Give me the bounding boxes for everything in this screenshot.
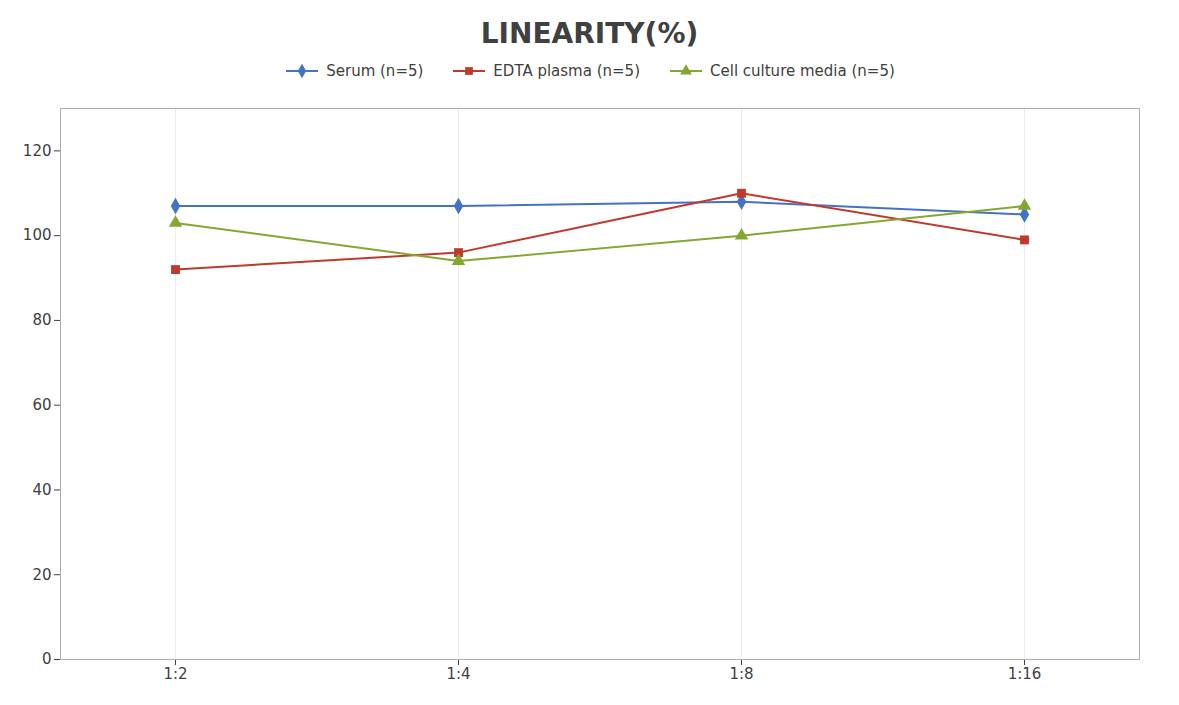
html-text:EDTA plasma (n=5): EDTA plasma (n=5) — [493, 62, 640, 80]
svg-text:20: 20 — [32, 566, 51, 584]
svg-text:1:4: 1:4 — [446, 665, 470, 683]
svg-text:1:16: 1:16 — [1008, 665, 1042, 683]
svg-text:80: 80 — [32, 311, 51, 329]
svg-text:60: 60 — [32, 396, 51, 414]
svg-text:0: 0 — [42, 650, 52, 668]
html-text:Cell culture media (n=5): Cell culture media (n=5) — [710, 62, 895, 80]
html-text:Serum (n=5): Serum (n=5) — [326, 62, 424, 80]
svg-text:40: 40 — [32, 481, 51, 499]
svg-text:100: 100 — [23, 226, 52, 244]
svg-text:1:8: 1:8 — [729, 665, 753, 683]
svg-text:1:2: 1:2 — [163, 665, 187, 683]
svg-text:120: 120 — [23, 142, 52, 160]
html-text:LINEARITY(%): LINEARITY(%) — [480, 17, 699, 50]
